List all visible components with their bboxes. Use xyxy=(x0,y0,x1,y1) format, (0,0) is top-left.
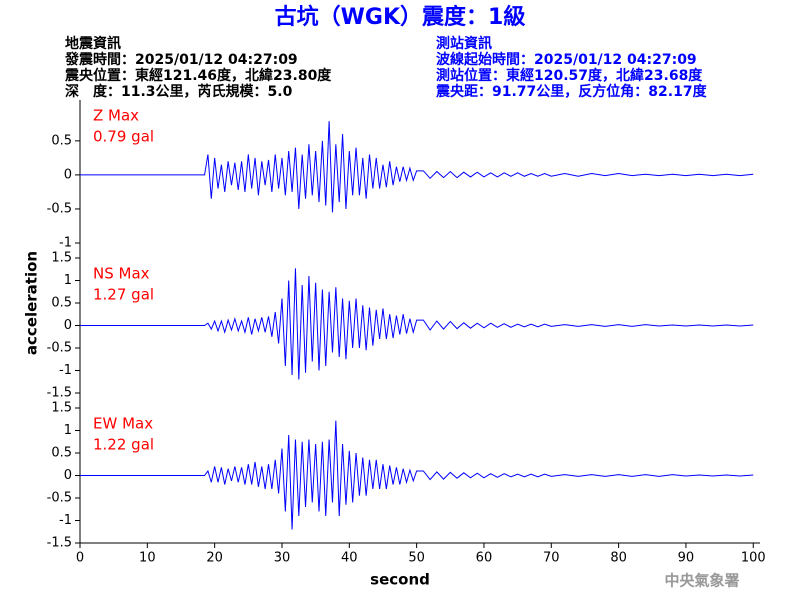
max-label: 1.22 gal xyxy=(93,436,154,454)
y-tick-label: -1.5 xyxy=(47,536,72,551)
y-tick-label: -0.5 xyxy=(47,201,72,216)
y-tick-label: -1 xyxy=(59,513,72,528)
x-tick-label: 50 xyxy=(408,551,425,566)
y-tick-label: 1.5 xyxy=(51,401,72,416)
channel-label: EW Max xyxy=(93,415,153,433)
y-tick-label: -1.5 xyxy=(47,386,72,401)
max-label: 1.27 gal xyxy=(93,286,154,304)
info-right: 測站位置：東經120.57度，北緯23.68度 xyxy=(436,67,703,84)
x-tick-label: 60 xyxy=(476,551,493,566)
x-tick-label: 100 xyxy=(741,551,766,566)
waveform xyxy=(80,420,754,530)
chart-title: 古坑（WGK）震度：1級 xyxy=(275,4,526,30)
info-left: 發震時間：2025/01/12 04:27:09 xyxy=(64,51,298,68)
y-tick-label: 1.5 xyxy=(51,251,72,266)
y-axis-label: acceleration xyxy=(23,251,41,355)
x-tick-label: 80 xyxy=(610,551,627,566)
watermark: 中央氣象署 xyxy=(664,572,739,590)
info-left: 深 度：11.3公里，芮氏規模：5.0 xyxy=(65,83,293,100)
max-label: 0.79 gal xyxy=(93,128,154,146)
y-tick-label: 1 xyxy=(64,273,72,288)
y-tick-label: -1 xyxy=(59,236,72,251)
info-right: 測站資訊 xyxy=(436,35,492,52)
y-tick-label: -0.5 xyxy=(47,341,72,356)
x-tick-label: 20 xyxy=(206,551,223,566)
waveform xyxy=(80,268,754,380)
x-tick-label: 0 xyxy=(76,551,84,566)
info-right: 震央距：91.77公里，反方位角：82.17度 xyxy=(435,83,708,100)
y-tick-label: 0 xyxy=(64,318,72,333)
info-left: 震央位置：東經121.46度，北緯23.80度 xyxy=(64,67,332,84)
x-tick-label: 40 xyxy=(341,551,358,566)
y-tick-label: 0.5 xyxy=(51,446,72,461)
info-right: 波線起始時間：2025/01/12 04:27:09 xyxy=(436,51,697,68)
y-tick-label: 0.5 xyxy=(51,133,72,148)
x-tick-label: 10 xyxy=(139,551,156,566)
y-tick-label: 0 xyxy=(64,468,72,483)
y-tick-label: 0 xyxy=(64,167,72,182)
waveform xyxy=(80,121,754,213)
channel-label: NS Max xyxy=(93,265,150,283)
channel-label: Z Max xyxy=(93,107,139,125)
x-tick-label: 90 xyxy=(678,551,695,566)
y-tick-label: -1 xyxy=(59,363,72,378)
x-tick-label: 70 xyxy=(543,551,560,566)
info-left: 地震資訊 xyxy=(65,35,121,52)
x-axis-label: second xyxy=(370,571,430,589)
y-tick-label: 1 xyxy=(64,423,72,438)
y-tick-label: -0.5 xyxy=(47,491,72,506)
y-tick-label: 0.5 xyxy=(51,296,72,311)
x-tick-label: 30 xyxy=(274,551,291,566)
